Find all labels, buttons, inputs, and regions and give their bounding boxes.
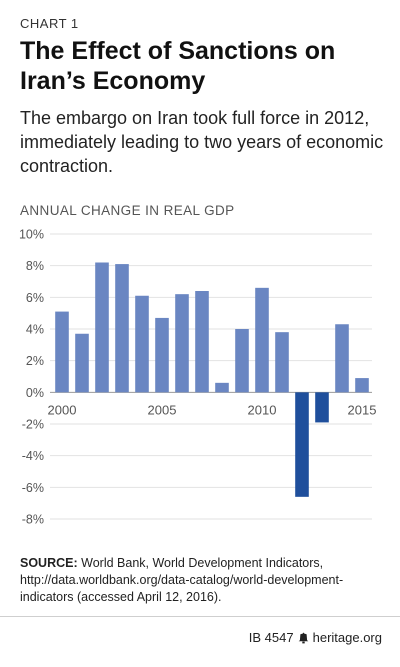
source-label: SOURCE: (20, 556, 78, 570)
bar (295, 392, 309, 497)
bar (215, 382, 229, 393)
bar (335, 324, 349, 393)
x-tick-label: 2000 (48, 402, 77, 417)
bar (135, 295, 149, 393)
bar (155, 317, 169, 393)
y-tick-label: -4% (22, 449, 44, 463)
bar (95, 262, 109, 393)
x-tick-label: 2010 (248, 402, 277, 417)
y-axis-title: ANNUAL CHANGE IN REAL GDP (20, 203, 235, 218)
y-tick-label: 2% (26, 354, 44, 368)
y-tick-label: -8% (22, 513, 44, 527)
y-tick-label: 0% (26, 386, 44, 400)
y-tick-label: -6% (22, 481, 44, 495)
y-tick-label: 10% (19, 228, 44, 242)
y-tick-label: -2% (22, 418, 44, 432)
bar (115, 264, 129, 393)
bar (355, 378, 369, 393)
brief-id: IB 4547 (248, 630, 294, 645)
bar (255, 287, 269, 393)
source-text: World Bank, World Development Indicators… (20, 556, 344, 604)
y-tick-label: 8% (26, 259, 44, 273)
bar (75, 333, 89, 393)
bar (55, 311, 69, 393)
chart-number-label: CHART 1 (20, 16, 79, 31)
chart-subtitle: The embargo on Iran took full force in 2… (20, 108, 384, 176)
footer-divider (0, 616, 400, 617)
footer: IB 4547 heritage.org (249, 630, 382, 645)
bell-icon (298, 632, 308, 643)
bar (235, 329, 249, 393)
x-tick-label: 2005 (148, 402, 177, 417)
chart-title: The Effect of Sanctions on Iran’s Econom… (20, 37, 336, 95)
bar-chart: 10% 8% 6% 4% 2% 0% -2% -4% -6% -8% 2000 2005 2010 201… (19, 228, 377, 527)
x-tick-label: 2015 (348, 402, 377, 417)
bar (175, 294, 189, 393)
site-name: heritage.org (312, 630, 382, 645)
bar (195, 291, 209, 393)
y-tick-label: 4% (26, 323, 44, 337)
bar (315, 392, 329, 423)
source-note: SOURCE: World Bank, World Development In… (20, 555, 385, 606)
bar (275, 332, 289, 393)
y-tick-label: 6% (26, 291, 44, 305)
